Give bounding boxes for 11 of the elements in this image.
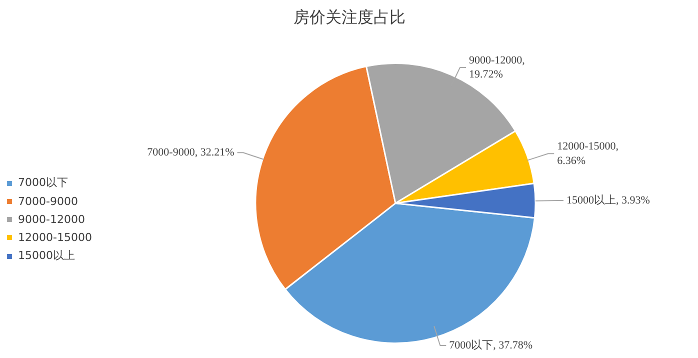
chart-title: 房价关注度占比 (294, 8, 406, 26)
data-label: 15000以上, 3.93% (566, 193, 650, 206)
legend-label: 15000以上 (18, 248, 75, 263)
data-label: 7000-9000, 32.21% (147, 146, 234, 159)
data-label: 7000以下, 37.78% (449, 338, 533, 352)
data-label: 9000-12000, 19.72% (468, 54, 526, 81)
legend-label: 9000-12000 (18, 212, 85, 226)
legend-label: 12000-15000 (18, 230, 92, 244)
legend-label: 7000-9000 (18, 194, 78, 208)
data-label: 12000-15000, 6.36% (557, 140, 619, 167)
legend-label: 7000以下 (18, 175, 68, 190)
